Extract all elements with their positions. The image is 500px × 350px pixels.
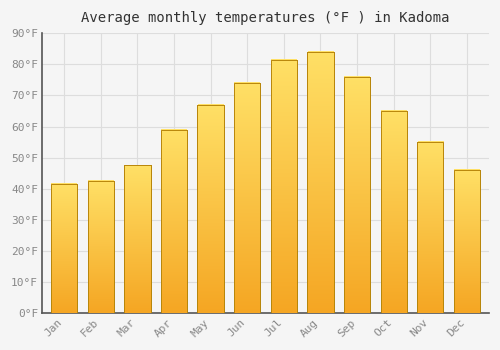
Bar: [124, 166, 150, 313]
Bar: [454, 170, 480, 313]
Bar: [234, 83, 260, 313]
Bar: [308, 52, 334, 313]
Bar: [124, 166, 150, 313]
Bar: [161, 130, 187, 313]
Bar: [380, 111, 407, 313]
Title: Average monthly temperatures (°F ) in Kadoma: Average monthly temperatures (°F ) in Ka…: [82, 11, 450, 25]
Bar: [417, 142, 444, 313]
Bar: [198, 105, 224, 313]
Bar: [88, 181, 114, 313]
Bar: [380, 111, 407, 313]
Bar: [417, 142, 444, 313]
Bar: [308, 52, 334, 313]
Bar: [234, 83, 260, 313]
Bar: [270, 60, 297, 313]
Bar: [161, 130, 187, 313]
Bar: [344, 77, 370, 313]
Bar: [454, 170, 480, 313]
Bar: [88, 181, 114, 313]
Bar: [51, 184, 78, 313]
Bar: [344, 77, 370, 313]
Bar: [51, 184, 78, 313]
Bar: [270, 60, 297, 313]
Bar: [198, 105, 224, 313]
